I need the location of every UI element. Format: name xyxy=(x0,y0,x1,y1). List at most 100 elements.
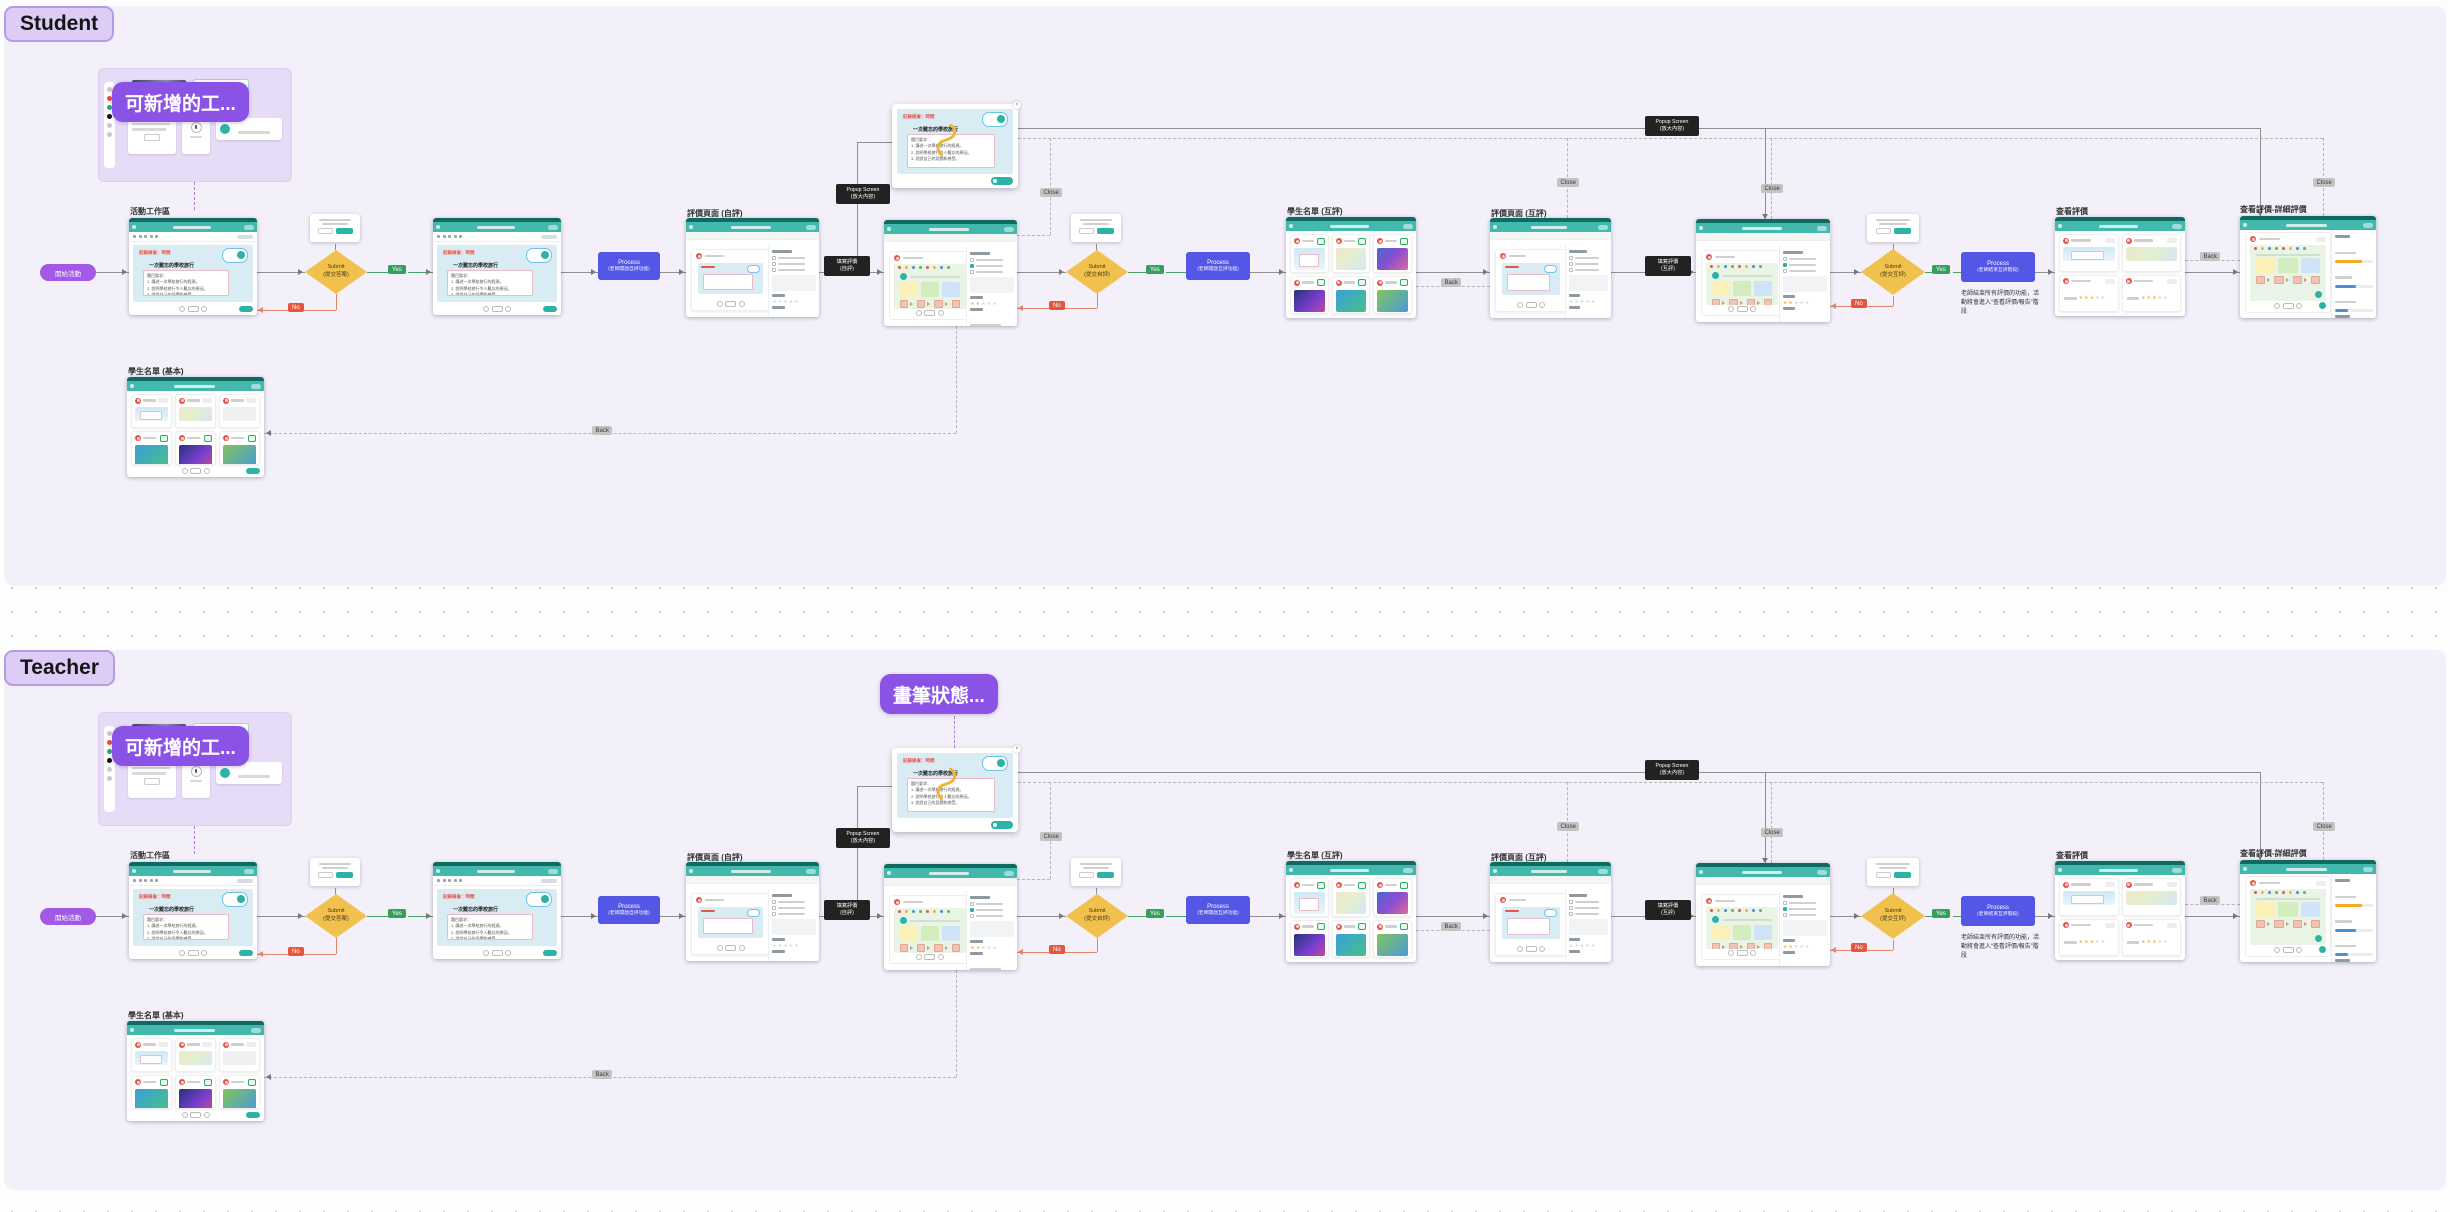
section-teacher[interactable]: Teacher 可新增的工... 畫筆狀態... 開始活動 活動工作區 評價頁面… xyxy=(4,650,2446,1190)
yes-label[interactable]: Yes xyxy=(1146,909,1164,918)
yes-label[interactable]: Yes xyxy=(388,909,406,918)
close-icon[interactable]: × xyxy=(1013,745,1021,753)
student-card[interactable] xyxy=(1373,878,1412,917)
cancel-button[interactable] xyxy=(317,872,333,878)
node-label-view-detail[interactable]: 查看評價-詳細評價 xyxy=(2240,205,2307,214)
process-end-peer-eval[interactable]: Process (老師結束互評階段) xyxy=(1961,896,2035,926)
screen-activity-workspace[interactable]: 記錄檢查：時間 一次難忘的學校旅行 題目要求： 1. 講述一次學校旅行的經過。 2.… xyxy=(129,218,257,315)
node-label-view[interactable]: 查看評價 xyxy=(2056,851,2088,860)
student-rating-card[interactable] xyxy=(219,394,260,428)
work-thumbnail[interactable] xyxy=(223,407,256,421)
student-rating-card[interactable] xyxy=(131,394,172,428)
pager[interactable] xyxy=(483,305,511,312)
student-card[interactable] xyxy=(131,1075,172,1109)
checkbox-row[interactable] xyxy=(772,262,816,266)
work-thumbnail[interactable] xyxy=(1377,892,1408,914)
checkbox-row[interactable] xyxy=(1569,906,1608,910)
back-label[interactable]: Back xyxy=(592,426,613,435)
work-thumbnail[interactable] xyxy=(179,1089,212,1108)
confirm-dialog[interactable] xyxy=(1071,858,1121,886)
popup-screen-label[interactable]: Popup Screen (放大內容) xyxy=(836,828,890,848)
star-rating[interactable] xyxy=(970,945,1014,950)
pager[interactable] xyxy=(1517,301,1546,308)
checkbox-row[interactable] xyxy=(1569,256,1608,260)
checkbox-row[interactable] xyxy=(970,908,1014,912)
cancel-button[interactable] xyxy=(317,228,333,234)
checkbox-row[interactable] xyxy=(970,258,1014,262)
submit-button[interactable] xyxy=(543,950,557,956)
yes-label[interactable]: Yes xyxy=(1146,265,1164,274)
yes-label[interactable]: Yes xyxy=(1932,909,1950,918)
screen-eval-peer-fill[interactable] xyxy=(1696,863,1830,966)
student-card[interactable] xyxy=(1290,919,1329,958)
student-card[interactable] xyxy=(1290,878,1329,917)
work-thumbnail[interactable] xyxy=(1335,933,1367,956)
submit-diamond-self[interactable]: Submit (提交自評) xyxy=(1066,894,1128,938)
pager[interactable] xyxy=(716,944,745,951)
node-label-roster-peer[interactable]: 學生名單 (互評) xyxy=(1287,851,1343,860)
tool-panel-label[interactable]: 可新增的工... xyxy=(112,726,249,766)
work-thumbnail[interactable] xyxy=(1294,933,1325,956)
confirm-dialog[interactable] xyxy=(1867,214,1919,242)
submit-diamond-peer[interactable]: Submit (提交互評) xyxy=(1861,249,1925,295)
work-thumbnail[interactable] xyxy=(179,445,212,464)
work-thumbnail[interactable] xyxy=(1377,289,1408,312)
work-card[interactable] xyxy=(889,251,971,320)
close-icon[interactable]: × xyxy=(1013,101,1021,109)
work-thumbnail[interactable] xyxy=(135,445,168,464)
node-label-view[interactable]: 查看評價 xyxy=(2056,207,2088,216)
pager[interactable] xyxy=(181,1111,210,1118)
confirm-button[interactable] xyxy=(1096,228,1114,234)
zoom-badge[interactable] xyxy=(991,176,1013,185)
work-thumbnail[interactable] xyxy=(1294,248,1325,270)
no-label[interactable]: No xyxy=(1851,943,1867,952)
submit-button[interactable] xyxy=(239,306,253,312)
close-label[interactable]: Close xyxy=(1557,822,1580,831)
confirm-button[interactable] xyxy=(1096,872,1114,878)
node-label-workspace[interactable]: 活動工作區 xyxy=(130,851,170,860)
write-peer-eval-label[interactable]: 填寫評價 (互評) xyxy=(1645,900,1691,920)
work-card[interactable] xyxy=(889,895,971,964)
cancel-button[interactable] xyxy=(1078,228,1094,234)
checkbox-row[interactable] xyxy=(1569,912,1608,916)
confirm-dialog[interactable] xyxy=(1071,214,1121,242)
star-rating[interactable] xyxy=(2079,915,2105,916)
screen-view-detail[interactable] xyxy=(2240,216,2376,318)
screen-eval-self-fill[interactable] xyxy=(884,220,1017,326)
section-title[interactable]: Teacher xyxy=(4,650,115,686)
student-rating-card[interactable] xyxy=(2121,274,2181,312)
screen-view-ratings[interactable] xyxy=(2055,217,2185,316)
student-rating-card[interactable] xyxy=(2059,274,2119,312)
submit-diamond-answer[interactable]: Submit (提交答案) xyxy=(305,894,367,938)
pager[interactable] xyxy=(1517,945,1546,952)
confirm-button[interactable] xyxy=(335,872,353,878)
star-rating[interactable] xyxy=(772,299,816,304)
yes-label[interactable]: Yes xyxy=(1932,265,1950,274)
work-preview-card[interactable] xyxy=(691,893,771,955)
work-detail-card[interactable] xyxy=(2245,876,2332,957)
student-card[interactable] xyxy=(1290,234,1329,273)
submit-button[interactable] xyxy=(239,950,253,956)
star-rating[interactable] xyxy=(1569,943,1608,948)
yes-label[interactable]: Yes xyxy=(388,265,406,274)
popup-screen-label-top[interactable]: Popup Screen (放大內容) xyxy=(1645,760,1699,780)
pager[interactable] xyxy=(1728,949,1757,956)
no-label[interactable]: No xyxy=(288,303,304,312)
process-open-peer-eval[interactable]: Process (老師開啟互評功能) xyxy=(1186,896,1250,924)
student-rating-card[interactable] xyxy=(219,1038,260,1072)
work-detail-card[interactable] xyxy=(2245,232,2332,313)
tool-panel-label[interactable]: 可新增的工... xyxy=(112,82,249,122)
close-label[interactable]: Close xyxy=(1040,832,1063,841)
close-label[interactable]: Close xyxy=(1761,184,1784,193)
work-thumbnail[interactable] xyxy=(135,407,168,421)
student-card[interactable] xyxy=(1331,919,1371,958)
node-label-eval-self[interactable]: 評價頁面 (自評) xyxy=(687,209,743,218)
popup-screen-label[interactable]: Popup Screen (放大內容) xyxy=(836,184,890,204)
process-open-self-eval[interactable]: Process (老師開啟自評功能) xyxy=(598,896,660,924)
pager[interactable] xyxy=(483,949,511,956)
pager[interactable] xyxy=(915,309,944,316)
checkbox-row[interactable] xyxy=(1783,263,1827,267)
work-thumbnail[interactable] xyxy=(223,1089,256,1108)
work-thumbnail[interactable] xyxy=(2063,247,2115,261)
student-card[interactable] xyxy=(1290,275,1329,314)
